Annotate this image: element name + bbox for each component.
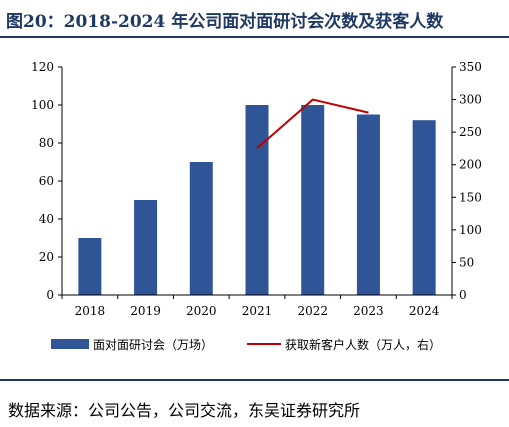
x-tick-label: 2019 bbox=[130, 304, 161, 318]
legend-line-label: 获取新客户人数（万人，右） bbox=[285, 337, 441, 352]
bar-2023 bbox=[356, 114, 380, 295]
left-tick-label: 100 bbox=[31, 98, 54, 112]
left-tick-label: 60 bbox=[39, 174, 54, 188]
x-tick-label: 2020 bbox=[186, 304, 217, 318]
bar-2022 bbox=[301, 105, 325, 295]
x-tick-label: 2024 bbox=[409, 304, 440, 318]
title-divider bbox=[0, 36, 509, 38]
right-tick-label: 350 bbox=[459, 60, 482, 74]
x-tick-label: 2021 bbox=[242, 304, 273, 318]
legend-bar-swatch bbox=[51, 339, 89, 349]
legend-bar-label: 面对面研讨会（万场） bbox=[93, 338, 213, 352]
x-tick-label: 2018 bbox=[75, 304, 106, 318]
bar-2019 bbox=[134, 200, 158, 295]
x-tick-label: 2023 bbox=[353, 304, 384, 318]
chart-title: 图20：2018-2024 年公司面对面研讨会次数及获客人数 bbox=[6, 12, 444, 32]
bar-2021 bbox=[245, 105, 269, 295]
bar-2020 bbox=[189, 162, 213, 295]
source-note: 数据来源：公司公告，公司交流，东吴证券研究所 bbox=[8, 401, 361, 420]
right-tick-label: 0 bbox=[459, 288, 467, 302]
right-tick-label: 250 bbox=[459, 125, 482, 139]
bar-2024 bbox=[412, 120, 436, 295]
bar-2018 bbox=[78, 238, 102, 295]
combo-chart: 0 20 40 60 80 100 120 0 50 100 150 200 250 300 350 2018… bbox=[31, 60, 482, 352]
left-tick-label: 120 bbox=[31, 60, 54, 74]
left-tick-label: 0 bbox=[46, 288, 54, 302]
right-tick-label: 150 bbox=[459, 190, 482, 204]
left-tick-label: 40 bbox=[39, 212, 54, 226]
x-tick-label: 2022 bbox=[297, 304, 328, 318]
footer-divider bbox=[0, 379, 509, 381]
right-tick-label: 200 bbox=[459, 158, 482, 172]
right-tick-label: 100 bbox=[459, 223, 482, 237]
right-tick-label: 50 bbox=[459, 255, 474, 269]
left-tick-label: 80 bbox=[39, 136, 54, 150]
right-tick-label: 300 bbox=[459, 93, 482, 107]
new-customers-line bbox=[256, 98, 369, 150]
left-tick-label: 20 bbox=[39, 250, 54, 264]
